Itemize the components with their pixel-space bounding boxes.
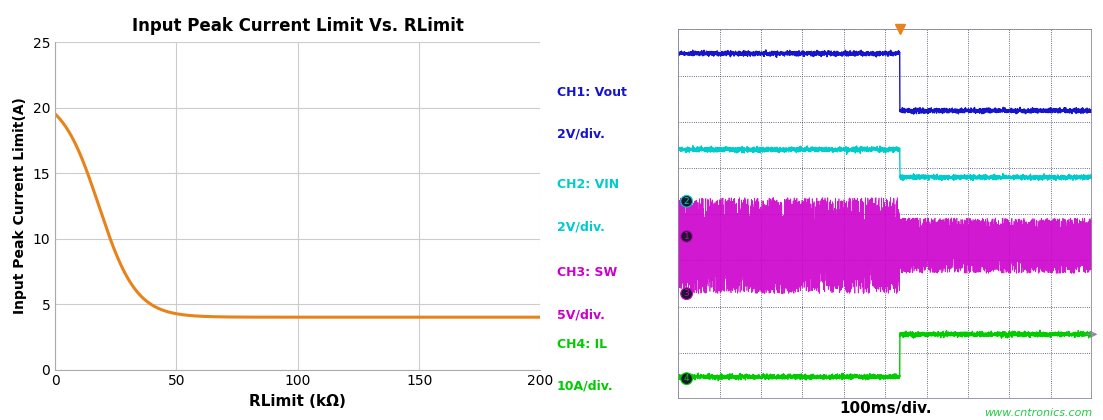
Text: CH1: Vout: CH1: Vout — [557, 86, 627, 99]
Text: 1: 1 — [684, 232, 689, 241]
Text: CH3: SW: CH3: SW — [557, 267, 618, 279]
Text: CH2: VIN: CH2: VIN — [557, 178, 619, 191]
Text: 100ms/div.: 100ms/div. — [839, 401, 931, 416]
Title: Input Peak Current Limit Vs. RLimit: Input Peak Current Limit Vs. RLimit — [132, 17, 463, 35]
Text: 2V/div.: 2V/div. — [557, 128, 604, 141]
X-axis label: RLimit (kΩ): RLimit (kΩ) — [249, 394, 346, 409]
Text: 2V/div.: 2V/div. — [557, 220, 604, 233]
Text: 10A/div.: 10A/div. — [557, 380, 613, 393]
Text: 3: 3 — [684, 289, 689, 298]
Y-axis label: Input Peak Current Limit(A): Input Peak Current Limit(A) — [13, 97, 28, 314]
Text: 5V/div.: 5V/div. — [557, 309, 604, 321]
Text: 4: 4 — [684, 374, 689, 383]
Text: 2: 2 — [684, 197, 689, 206]
Text: www.cntronics.com: www.cntronics.com — [984, 408, 1092, 418]
Text: CH4: IL: CH4: IL — [557, 338, 607, 351]
